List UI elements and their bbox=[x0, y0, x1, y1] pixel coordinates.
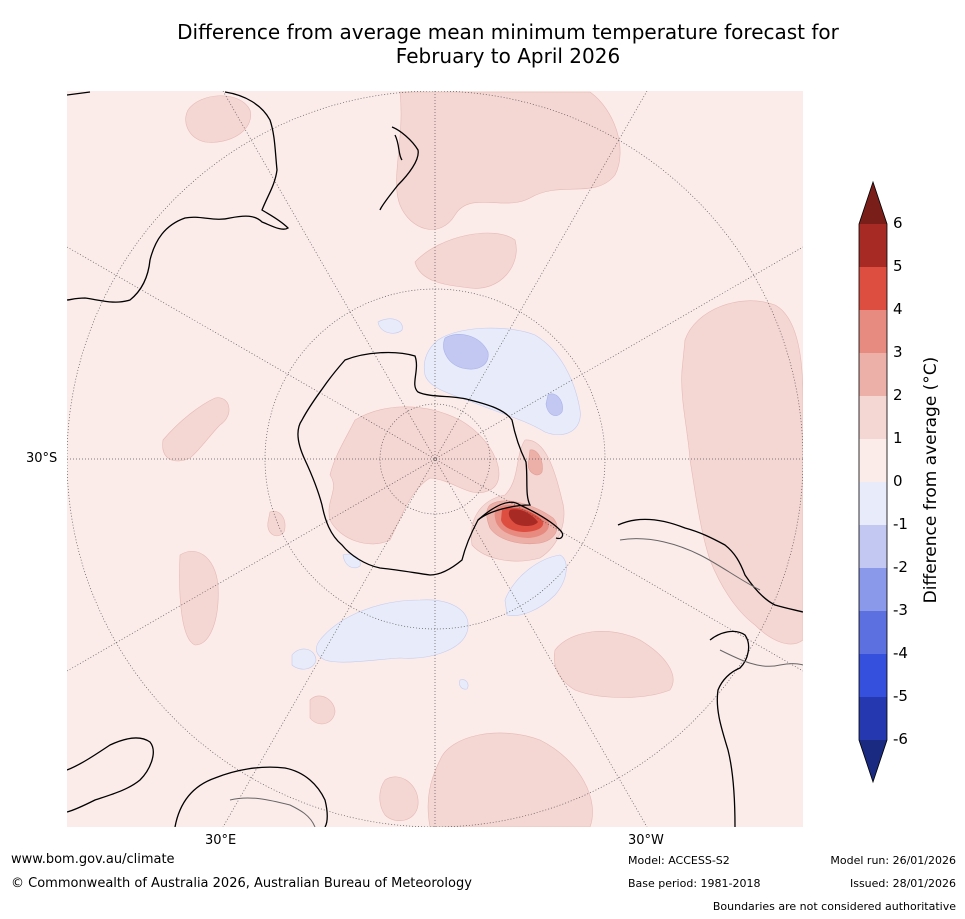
anomaly-region bbox=[179, 550, 219, 646]
colorbar-segment bbox=[859, 568, 887, 611]
anomaly-region bbox=[377, 318, 403, 334]
anomaly-region bbox=[427, 732, 593, 827]
colorbar-tick-label: 4 bbox=[893, 300, 903, 318]
colorbar-segment bbox=[859, 439, 887, 482]
anomaly-region bbox=[185, 95, 251, 143]
colorbar-segment bbox=[859, 697, 887, 740]
colorbar-tick-label: 0 bbox=[893, 472, 903, 490]
colorbar-outline bbox=[858, 180, 888, 784]
anomaly-region bbox=[459, 679, 469, 690]
title-line-1: Difference from average mean minimum tem… bbox=[177, 20, 839, 44]
colorbar-segment bbox=[859, 482, 887, 525]
colorbar-segment bbox=[859, 310, 887, 353]
anomaly-region bbox=[508, 509, 538, 527]
chart-title: Difference from average mean minimum tem… bbox=[0, 20, 965, 68]
colorbar-segment bbox=[859, 267, 887, 310]
antarctica-coast bbox=[297, 351, 532, 576]
colorbar-segment bbox=[859, 654, 887, 697]
colorbar-segment bbox=[859, 525, 887, 568]
strong-warm-anomaly bbox=[486, 449, 558, 545]
anomaly-region bbox=[681, 300, 803, 645]
graticule bbox=[67, 91, 803, 827]
colorbar-tick-label: 2 bbox=[893, 386, 903, 404]
warm-anomaly-regions bbox=[162, 91, 803, 827]
footer-website[interactable]: www.bom.gov.au/climate bbox=[11, 852, 175, 867]
colorbar-segment bbox=[859, 224, 887, 267]
colorbar-extend-upper bbox=[859, 182, 887, 224]
colorbar bbox=[858, 180, 888, 784]
footer-copyright: © Commonwealth of Australia 2026, Austra… bbox=[11, 876, 472, 891]
anomaly-region bbox=[316, 599, 469, 663]
lon-label-30w: 30°W bbox=[628, 833, 664, 848]
stronger-cool-anomaly bbox=[443, 334, 563, 416]
colorbar-tick-label: -1 bbox=[893, 515, 908, 533]
australia-coast bbox=[67, 91, 290, 303]
colorbar-tick-label: -2 bbox=[893, 558, 908, 576]
anomaly-region bbox=[504, 554, 567, 616]
africa-coast bbox=[67, 737, 328, 827]
colorbar-extend-lower bbox=[859, 740, 887, 782]
colorbar-label-wrap: Difference from average (°C) bbox=[916, 290, 946, 670]
colorbar-tick-label: 5 bbox=[893, 257, 903, 275]
anomaly-region bbox=[379, 776, 419, 822]
colorbar-segment bbox=[859, 611, 887, 654]
colorbar-segment bbox=[859, 353, 887, 396]
anomaly-region bbox=[396, 91, 621, 230]
anomaly-region bbox=[414, 232, 517, 289]
south-america-coast bbox=[617, 518, 803, 827]
national-boundaries bbox=[229, 538, 803, 827]
colorbar-segment bbox=[859, 396, 887, 439]
colorbar-tick-label: 1 bbox=[893, 429, 903, 447]
footer-model: Model: ACCESS-S2 bbox=[628, 854, 730, 867]
anomaly-region bbox=[162, 397, 230, 462]
anomaly-region bbox=[443, 334, 489, 370]
coastlines bbox=[67, 91, 803, 827]
footer-issued: Issued: 28/01/2026 bbox=[849, 877, 956, 890]
anomaly-region bbox=[267, 510, 286, 537]
footer-disclaimer: Boundaries are not considered authoritat… bbox=[712, 900, 956, 913]
anomaly-region bbox=[545, 393, 563, 416]
colorbar-tick-label: 3 bbox=[893, 343, 903, 361]
anomaly-region bbox=[291, 648, 317, 670]
title-line-2: February to April 2026 bbox=[395, 44, 621, 68]
colorbar-tick-label: -5 bbox=[893, 687, 908, 705]
antarctic-peninsula-coast bbox=[477, 501, 564, 540]
colorbar-tick-label: 6 bbox=[893, 214, 903, 232]
lon-label-30e: 30°E bbox=[205, 833, 237, 848]
colorbar-tick-label: -6 bbox=[893, 730, 908, 748]
colorbar-tick-label: -4 bbox=[893, 644, 908, 662]
footer-base-period: Base period: 1981-2018 bbox=[628, 877, 761, 890]
colorbar-tick-label: -3 bbox=[893, 601, 908, 619]
anomaly-region bbox=[554, 630, 674, 698]
footer-model-run: Model run: 26/01/2026 bbox=[830, 854, 956, 867]
anomaly-region bbox=[309, 695, 336, 725]
anomaly-region bbox=[527, 449, 543, 476]
new-zealand-coast bbox=[379, 126, 419, 211]
lat-label-30s: 30°S bbox=[26, 451, 58, 466]
anomaly-region bbox=[328, 406, 500, 545]
colorbar-label: Difference from average (°C) bbox=[921, 356, 941, 604]
